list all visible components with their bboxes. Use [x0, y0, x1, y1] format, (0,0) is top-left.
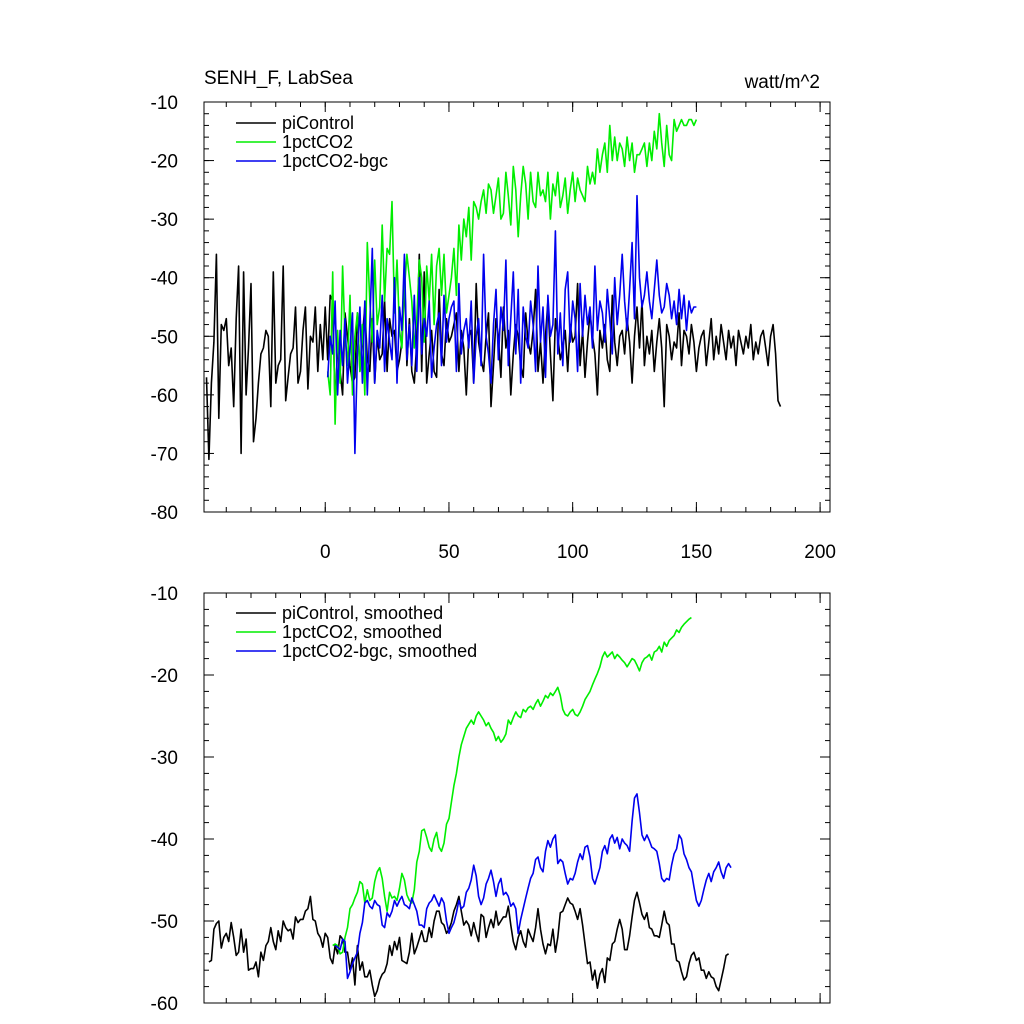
- bottom-panel: -60-50-40-30-20-10 piControl, smoothed1p…: [151, 584, 831, 1015]
- y-tick-label: -40: [151, 269, 178, 290]
- legend-label: piControl, smoothed: [282, 603, 443, 623]
- bottom-axis-ticks: -60 -50 -40 -30 -20 -10: [151, 584, 830, 1015]
- y-tick-label: -70: [151, 444, 178, 465]
- x-tick-label: 50: [438, 542, 459, 563]
- top-plot-frame: [203, 101, 831, 513]
- series-line-picontrol: [205, 253, 782, 461]
- top-plot-series: [205, 112, 782, 461]
- y-tick-label: -10: [151, 93, 178, 114]
- legend-label: 1pctCO2-bgc, smoothed: [282, 641, 477, 661]
- y-tick-label: -60: [151, 386, 178, 407]
- top-axis-ticks: -80 -70 -60 -50 -40 -30 -20 -10 0 50 100 150 200: [151, 93, 836, 563]
- y-tick-label: -50: [151, 327, 178, 348]
- units-label: watt/m^2: [744, 72, 820, 93]
- y-tick-label: -30: [151, 748, 178, 769]
- legend-label: 1pctCO2, smoothed: [282, 622, 442, 642]
- y-tick-label: -80: [151, 503, 178, 524]
- x-tick-label: 0: [320, 542, 331, 563]
- legend-label: piControl: [282, 113, 354, 133]
- y-tick-label: -30: [151, 210, 178, 231]
- bottom-plot-frame: [203, 592, 831, 1004]
- series-line-1pctco2-smoothed: [332, 616, 692, 955]
- y-tick-label: -20: [151, 666, 178, 687]
- legend-label: 1pctCO2-bgc: [282, 151, 388, 171]
- bottom-plot-series: [208, 616, 732, 998]
- top-panel: -80 -70 -60 -50 -40 -30 -20 -10 0 50 100 150 200 piC…: [151, 93, 836, 563]
- chart-title: SENH_F, LabSea: [204, 68, 353, 89]
- x-tick-label: 200: [804, 542, 836, 563]
- x-tick-label: 150: [681, 542, 713, 563]
- series-line-picontrol-smoothed: [208, 891, 730, 998]
- y-tick-label: -10: [151, 584, 178, 605]
- x-tick-label: 100: [557, 542, 589, 563]
- y-tick-label: -20: [151, 152, 178, 173]
- series-line-1pctco2: [326, 112, 698, 425]
- y-tick-label: -40: [151, 830, 178, 851]
- legend-label: 1pctCO2: [282, 132, 353, 152]
- y-tick-label: -50: [151, 912, 178, 933]
- series-line-1pctco2-bgc: [326, 194, 697, 455]
- y-tick-label: -60: [151, 994, 178, 1015]
- series-line-1pctco2-bgc-smoothed: [334, 793, 732, 980]
